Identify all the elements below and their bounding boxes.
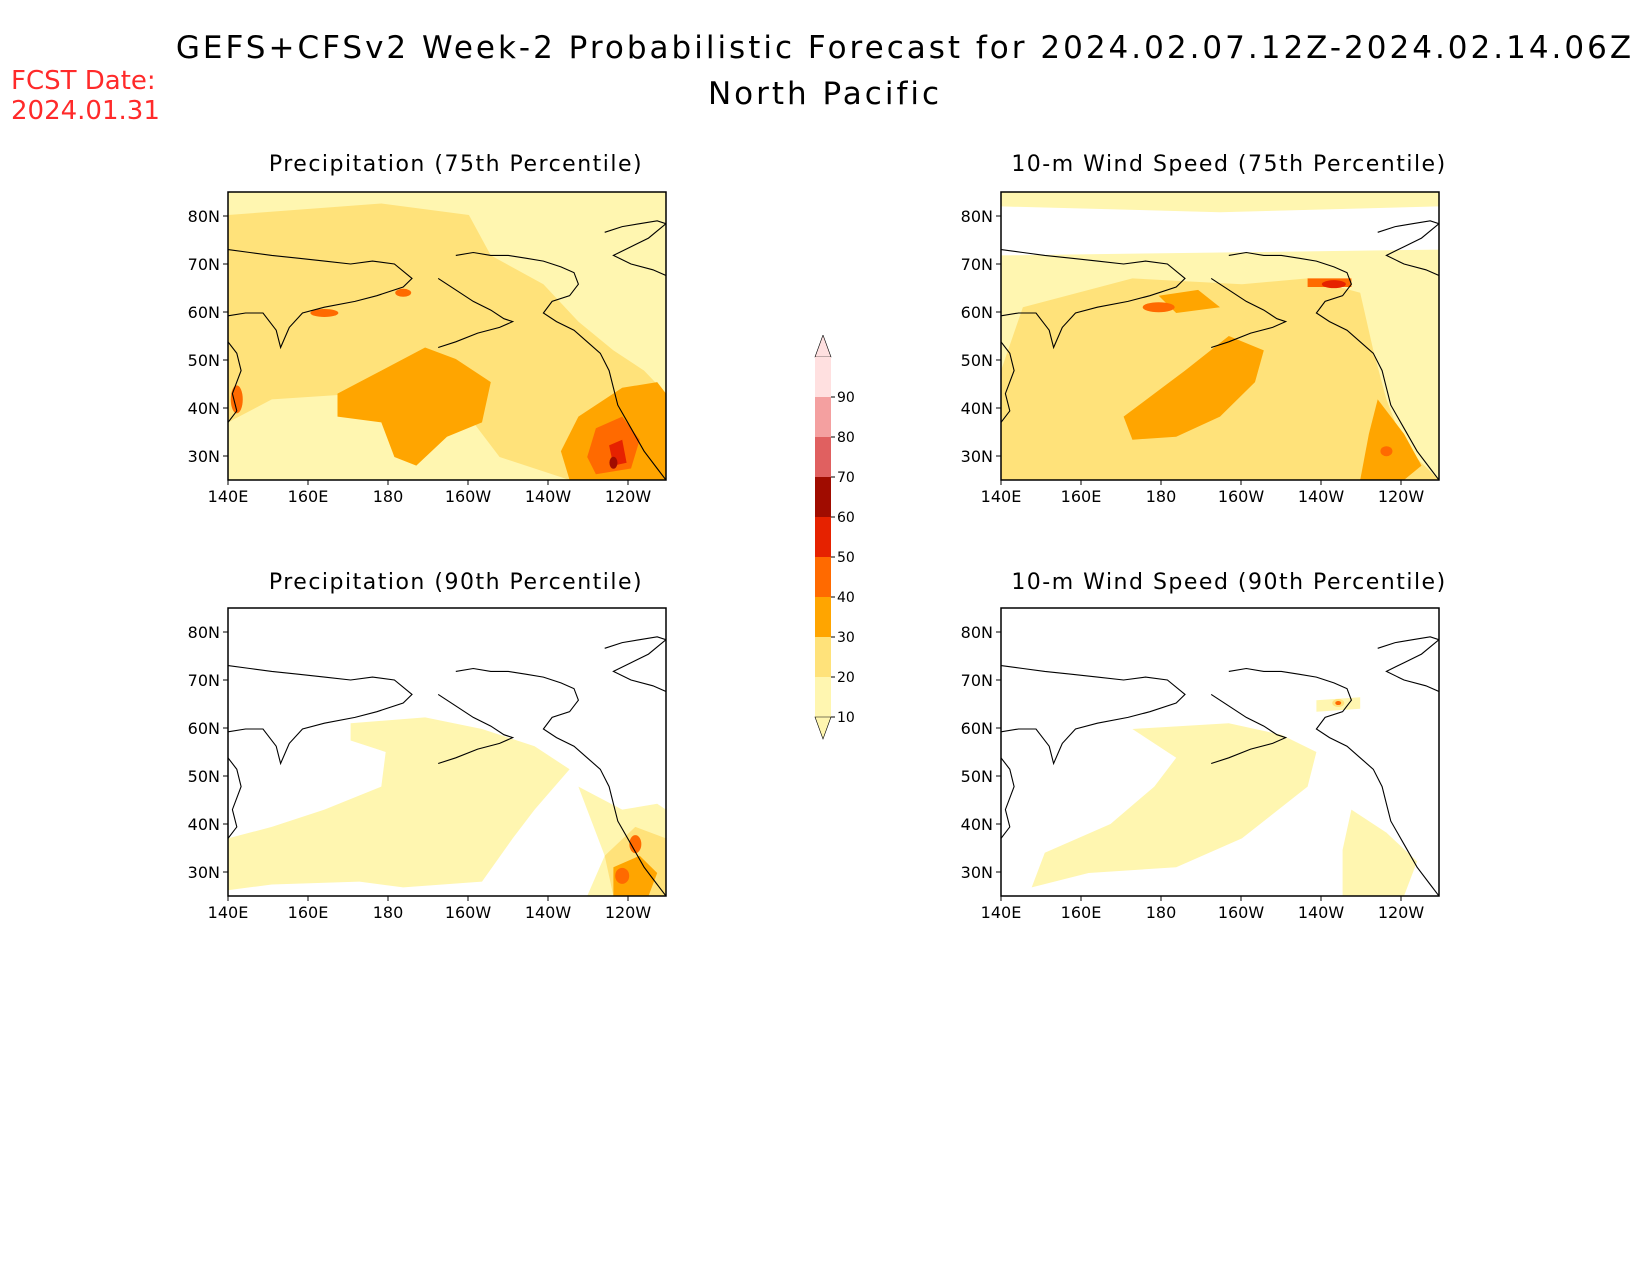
main-title: GEFS+CFSv2 Week-2 Probabilistic Forecast… — [175, 30, 1635, 66]
lon-tick-label: 120W — [1378, 487, 1425, 506]
lon-tick-label: 140E — [981, 487, 1022, 506]
lat-tick-label: 80N — [188, 207, 220, 226]
forecast-date: FCST Date: 2024.01.31 — [11, 66, 160, 126]
lat-tick-label: 50N — [188, 767, 220, 786]
lon-tick-label: 140W — [1298, 903, 1345, 922]
colorbar-box — [815, 357, 831, 397]
lat-tick-label: 30N — [188, 863, 220, 882]
colorbar-legend: 90 80 70 60 50 40 30 20 10 — [814, 335, 855, 740]
lon-tick-label: 160E — [1061, 487, 1102, 506]
colorbar-label: 50 — [837, 550, 855, 566]
region-title: North Pacific — [707, 76, 943, 112]
lat-tick-label: 80N — [188, 623, 220, 642]
lon-tick-label: 160W — [445, 487, 492, 506]
colorbar-label: 60 — [837, 510, 855, 526]
colorbar-label: 90 — [837, 390, 855, 406]
colorbar-box — [815, 637, 831, 677]
colorbar-label: 40 — [837, 590, 855, 606]
lat-tick-label: 40N — [961, 399, 993, 418]
forecast-date-label: FCST Date: — [11, 66, 156, 96]
lon-tick-label: 120W — [605, 903, 652, 922]
lat-tick-label: 40N — [961, 815, 993, 834]
colorbar-label: 10 — [837, 710, 855, 726]
lat-tick-label: 30N — [961, 447, 993, 466]
colorbar-box — [815, 517, 831, 557]
colorbar-label: 70 — [837, 470, 855, 486]
lat-tick-label: 70N — [961, 255, 993, 274]
map-panel-precip90: 80N 70N 60N 50N 40N 30N 140E 160E 180 160W 140W 120… — [188, 607, 667, 922]
lat-tick-label: 70N — [188, 255, 220, 274]
lon-tick-label: 120W — [1378, 903, 1425, 922]
lon-tick-label: 180 — [373, 487, 404, 506]
lat-tick-label: 80N — [961, 207, 993, 226]
lon-tick-label: 120W — [605, 487, 652, 506]
lat-tick-label: 60N — [188, 303, 220, 322]
lat-tick-label: 50N — [188, 351, 220, 370]
lat-tick-label: 70N — [961, 671, 993, 690]
map-panel-wind75: 80N 70N 60N 50N 40N 30N 140E 160E 180 160W 140W 120… — [961, 191, 1440, 506]
lat-tick-label: 80N — [961, 623, 993, 642]
lat-tick-label: 50N — [961, 767, 993, 786]
lon-tick-label: 140E — [208, 903, 249, 922]
colorbar-box — [815, 677, 831, 717]
lat-tick-label: 60N — [961, 719, 993, 738]
colorbar-box — [815, 477, 831, 517]
colorbar-label: 80 — [837, 430, 855, 446]
lon-tick-label: 160E — [1061, 903, 1102, 922]
lon-tick-label: 160W — [445, 903, 492, 922]
lon-tick-label: 140W — [525, 487, 572, 506]
lon-tick-label: 140W — [1298, 487, 1345, 506]
colorbar-box — [815, 597, 831, 637]
lon-tick-label: 160W — [1218, 903, 1265, 922]
colorbar-label: 30 — [837, 630, 855, 646]
colorbar-box — [815, 557, 831, 597]
lon-tick-label: 140W — [525, 903, 572, 922]
colorbar-box — [815, 397, 831, 437]
forecast-date-value: 2024.01.31 — [11, 96, 160, 126]
lon-tick-label: 160E — [288, 903, 329, 922]
lon-tick-label: 160W — [1218, 487, 1265, 506]
lon-tick-label: 160E — [288, 487, 329, 506]
lon-tick-label: 140E — [208, 487, 249, 506]
lat-tick-label: 30N — [961, 863, 993, 882]
colorbar-label: 20 — [837, 670, 855, 686]
lat-tick-label: 60N — [188, 719, 220, 738]
map-panel-wind90: 80N 70N 60N 50N 40N 30N 140E 160E 180 160W 140W 120… — [961, 607, 1440, 922]
panel-title-wind90: 10-m Wind Speed (90th Percentile) — [1011, 570, 1447, 595]
panel-title-precip75: Precipitation (75th Percentile) — [268, 152, 644, 177]
lat-tick-label: 40N — [188, 815, 220, 834]
lon-tick-label: 180 — [1146, 903, 1177, 922]
lon-tick-label: 180 — [373, 903, 404, 922]
map-panel-precip75: 80N 70N 60N 50N 40N 30N 140E 160E 180 160W 140W 120… — [188, 191, 667, 506]
lat-tick-label: 40N — [188, 399, 220, 418]
lon-tick-label: 140E — [981, 903, 1022, 922]
lat-tick-label: 60N — [961, 303, 993, 322]
lon-tick-label: 180 — [1146, 487, 1177, 506]
lat-tick-label: 70N — [188, 671, 220, 690]
panel-title-precip90: Precipitation (90th Percentile) — [268, 570, 644, 595]
lat-tick-label: 50N — [961, 351, 993, 370]
colorbar-box — [815, 437, 831, 477]
lat-tick-label: 30N — [188, 447, 220, 466]
panel-title-wind75: 10-m Wind Speed (75th Percentile) — [1011, 152, 1447, 177]
